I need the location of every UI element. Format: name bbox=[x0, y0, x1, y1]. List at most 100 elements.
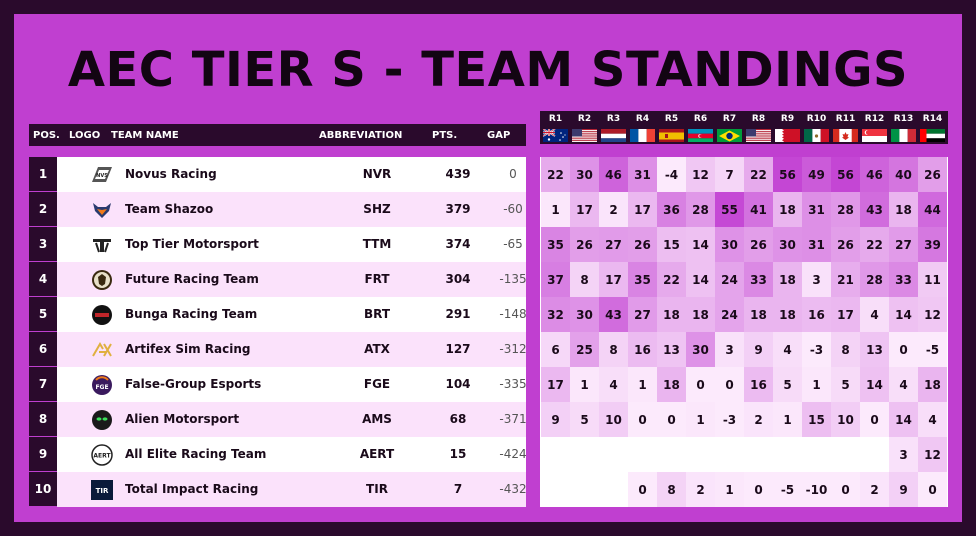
round-header-12: R12 bbox=[860, 111, 889, 144]
result-cell: 28 bbox=[686, 192, 715, 227]
team-gap: -371 bbox=[499, 412, 527, 426]
round-label: R12 bbox=[864, 114, 885, 124]
result-cell: 22 bbox=[541, 157, 570, 192]
result-cell: 4 bbox=[860, 297, 889, 332]
result-cell: 26 bbox=[744, 227, 773, 262]
result-cell: 37 bbox=[541, 262, 570, 297]
position: 8 bbox=[29, 402, 57, 437]
header-pts: PTS. bbox=[432, 130, 458, 141]
team-gap: -60 bbox=[503, 202, 523, 216]
bahrain-flag-icon bbox=[775, 128, 800, 142]
result-cell bbox=[570, 472, 599, 507]
team-points: 7 bbox=[453, 482, 463, 496]
result-cell: 41 bbox=[744, 192, 773, 227]
result-cell: 3 bbox=[715, 332, 744, 367]
round-label: R13 bbox=[893, 114, 914, 124]
round-label: R3 bbox=[606, 114, 621, 124]
result-cell: 1 bbox=[541, 192, 570, 227]
result-cell: 6 bbox=[541, 332, 570, 367]
result-cell: 12 bbox=[918, 297, 947, 332]
round-header-14: R14 bbox=[918, 111, 947, 144]
result-cell bbox=[715, 437, 744, 472]
result-cell: 7 bbox=[715, 157, 744, 192]
result-cell: 35 bbox=[541, 227, 570, 262]
standings-row: 7 FGE False-Group Esports FGE 104 -335 bbox=[29, 367, 527, 402]
result-cell: 9 bbox=[744, 332, 773, 367]
standings-table: 1 NVS Novus Racing NVR 439 0 2 Team Shazoo SHZ 37… bbox=[29, 157, 527, 507]
standings-row: 4 Future Racing Team FRT 304 -135 bbox=[29, 262, 527, 297]
alien-logo-icon bbox=[89, 407, 115, 432]
standings-board: AEC TIER S - TEAM STANDINGS POS. LOGO TE… bbox=[14, 14, 962, 522]
round-header-13: R13 bbox=[889, 111, 918, 144]
result-cell: 12 bbox=[918, 437, 947, 472]
result-cell: 18 bbox=[657, 297, 686, 332]
result-cell: 0 bbox=[657, 402, 686, 437]
result-cell: 17 bbox=[831, 297, 860, 332]
result-cell: 25 bbox=[570, 332, 599, 367]
standings-row: 5 Bunga Racing Team BRT 291 -148 bbox=[29, 297, 527, 332]
result-cell: -3 bbox=[715, 402, 744, 437]
team-abbreviation: BRT bbox=[363, 307, 391, 321]
team-points: 104 bbox=[445, 377, 471, 391]
round-label: R8 bbox=[751, 114, 766, 124]
result-cell: 26 bbox=[628, 227, 657, 262]
result-cell: 33 bbox=[889, 262, 918, 297]
result-cell: 18 bbox=[744, 297, 773, 332]
result-cell: -5 bbox=[918, 332, 947, 367]
result-cell: 0 bbox=[744, 472, 773, 507]
usa-flag-icon bbox=[746, 128, 771, 142]
result-cell: 18 bbox=[773, 192, 802, 227]
team-name: Top Tier Motorsport bbox=[125, 237, 259, 251]
usa-flag-icon bbox=[572, 128, 597, 142]
team-name: Novus Racing bbox=[125, 167, 217, 181]
result-cell: 24 bbox=[715, 262, 744, 297]
header-pos: POS. bbox=[33, 130, 60, 141]
round-header-4: R4 bbox=[628, 111, 657, 144]
team-name: Team Shazoo bbox=[125, 202, 214, 216]
result-cell: 14 bbox=[889, 297, 918, 332]
result-cell bbox=[541, 437, 570, 472]
result-cell: 8 bbox=[831, 332, 860, 367]
svg-text:NVS: NVS bbox=[96, 173, 108, 179]
result-cell: 8 bbox=[599, 332, 628, 367]
standings-row: 6 Artifex Sim Racing ATX 127 -312 bbox=[29, 332, 527, 367]
round-header-6: R6 bbox=[686, 111, 715, 144]
team-info: TIR Total Impact Racing TIR 7 -432 bbox=[57, 472, 527, 507]
result-cell: 10 bbox=[599, 402, 628, 437]
result-cell: 56 bbox=[831, 157, 860, 192]
team-abbreviation: NVR bbox=[362, 167, 392, 181]
result-cell: 31 bbox=[802, 192, 831, 227]
result-cell: 2 bbox=[686, 472, 715, 507]
result-cell: 27 bbox=[599, 227, 628, 262]
position: 10 bbox=[29, 472, 57, 507]
team-name: Alien Motorsport bbox=[125, 412, 240, 426]
result-cell: 30 bbox=[570, 297, 599, 332]
result-cell: 30 bbox=[570, 157, 599, 192]
result-cell bbox=[657, 437, 686, 472]
result-cell: 13 bbox=[860, 332, 889, 367]
result-cell: 17 bbox=[541, 367, 570, 402]
result-cell: 5 bbox=[831, 367, 860, 402]
result-cell: 2 bbox=[599, 192, 628, 227]
round-label: R11 bbox=[835, 114, 856, 124]
result-cell: 35 bbox=[628, 262, 657, 297]
standings-header: POS. LOGO TEAM NAME ABBREVIATION PTS. GA… bbox=[29, 124, 526, 146]
result-cell: 17 bbox=[570, 192, 599, 227]
team-abbreviation: TTM bbox=[362, 237, 392, 251]
result-cell: 31 bbox=[802, 227, 831, 262]
standings-row: 9 AERT All Elite Racing Team AERT 15 -424 bbox=[29, 437, 527, 472]
result-cell: 2 bbox=[744, 402, 773, 437]
result-cell: 18 bbox=[773, 297, 802, 332]
position: 9 bbox=[29, 437, 57, 472]
result-cell: 22 bbox=[657, 262, 686, 297]
team-abbreviation: FGE bbox=[363, 377, 391, 391]
result-cell: 28 bbox=[831, 192, 860, 227]
team-gap: -432 bbox=[499, 482, 527, 496]
result-cell: 32 bbox=[541, 297, 570, 332]
result-cell: 30 bbox=[686, 332, 715, 367]
team-points: 374 bbox=[445, 237, 471, 251]
result-cell: 5 bbox=[570, 402, 599, 437]
result-cell: 18 bbox=[889, 192, 918, 227]
standings-row: 1 NVS Novus Racing NVR 439 0 bbox=[29, 157, 526, 192]
result-cell: 17 bbox=[628, 192, 657, 227]
